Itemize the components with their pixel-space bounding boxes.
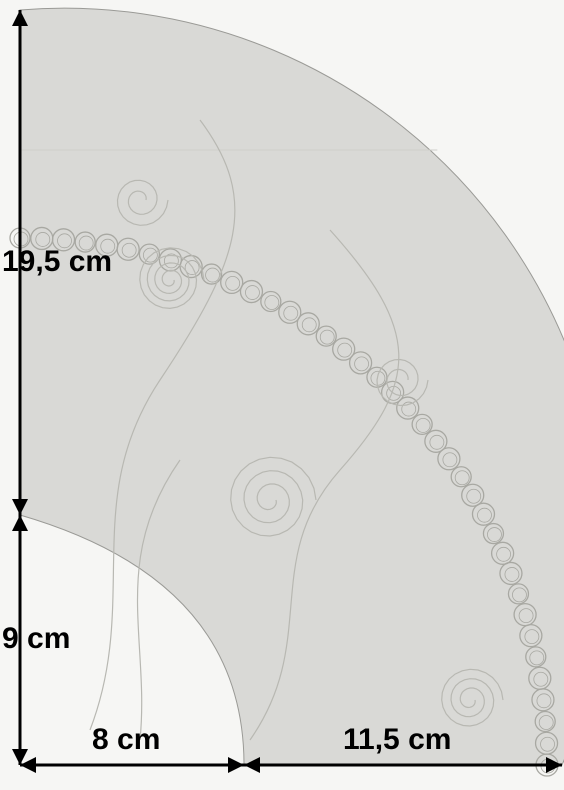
pattern-diagram: 19,5 cm 9 cm 8 cm 11,5 cm	[0, 0, 564, 790]
dim-label-horizontal-outer: 11,5 cm	[343, 723, 451, 757]
diagram-svg	[0, 0, 564, 790]
dim-label-vertical-inner: 9 cm	[2, 622, 70, 656]
dim-label-vertical-outer: 19,5 cm	[2, 245, 112, 279]
dim-label-horizontal-inner: 8 cm	[92, 723, 160, 757]
pattern-shape	[20, 8, 564, 765]
dim-arrow-horizontal-inner	[20, 757, 244, 773]
